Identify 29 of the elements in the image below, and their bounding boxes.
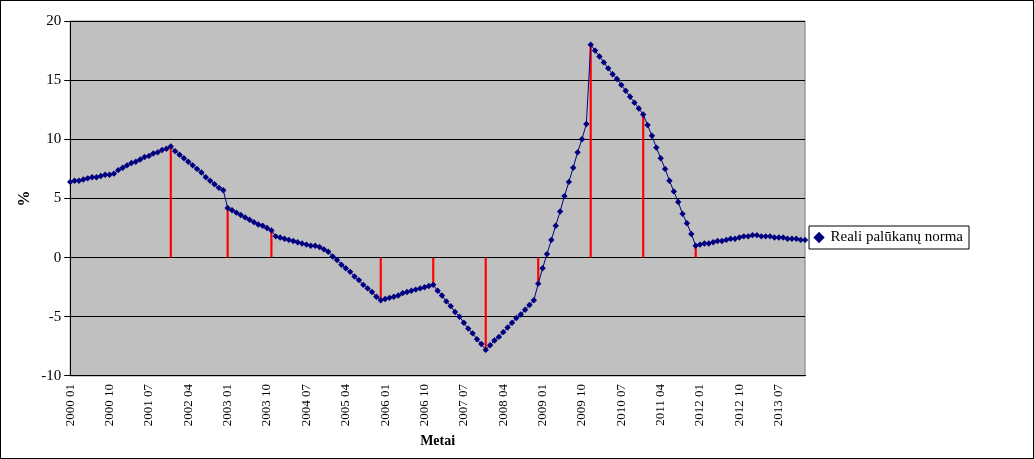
x-tick-label: 2002 04 <box>179 383 195 427</box>
x-tick-label: 2008 04 <box>494 383 510 427</box>
y-tick-label: -5 <box>48 307 62 324</box>
x-tick-label: 2013 07 <box>770 383 786 427</box>
y-tick-label: 15 <box>46 71 62 88</box>
x-tick-label: 2006 01 <box>376 383 392 427</box>
x-tick-label: 2003 10 <box>258 383 274 427</box>
y-tick-label: 20 <box>46 11 62 28</box>
x-tick-label: 2000 10 <box>100 383 116 427</box>
x-tick-label: 2001 07 <box>140 383 156 427</box>
y-tick-label: 10 <box>46 130 62 147</box>
x-tick-label: 2000 01 <box>61 383 77 427</box>
x-tick-label: 2012 01 <box>691 383 707 427</box>
x-tick-label: 2003 01 <box>219 383 235 427</box>
x-axis-title: Metai <box>420 433 456 449</box>
x-tick-label: 2011 04 <box>652 383 668 426</box>
x-tick-label: 2004 07 <box>297 383 313 427</box>
y-tick-label: -10 <box>41 366 62 383</box>
x-tick-label: 2005 04 <box>337 383 353 427</box>
x-tick-label: 2009 01 <box>534 383 550 427</box>
y-axis-title: % <box>14 190 32 207</box>
legend-label: Reali palūkanų norma <box>830 228 964 245</box>
x-tick-label: 2012 10 <box>730 383 746 427</box>
y-tick-label: 0 <box>53 248 62 265</box>
x-tick-label: 2010 07 <box>612 383 628 427</box>
x-tick-label: 2007 07 <box>455 383 471 427</box>
x-tick-label: 2006 10 <box>415 383 431 427</box>
y-tick-label: 5 <box>53 189 62 206</box>
x-tick-label: 2009 10 <box>573 383 589 427</box>
